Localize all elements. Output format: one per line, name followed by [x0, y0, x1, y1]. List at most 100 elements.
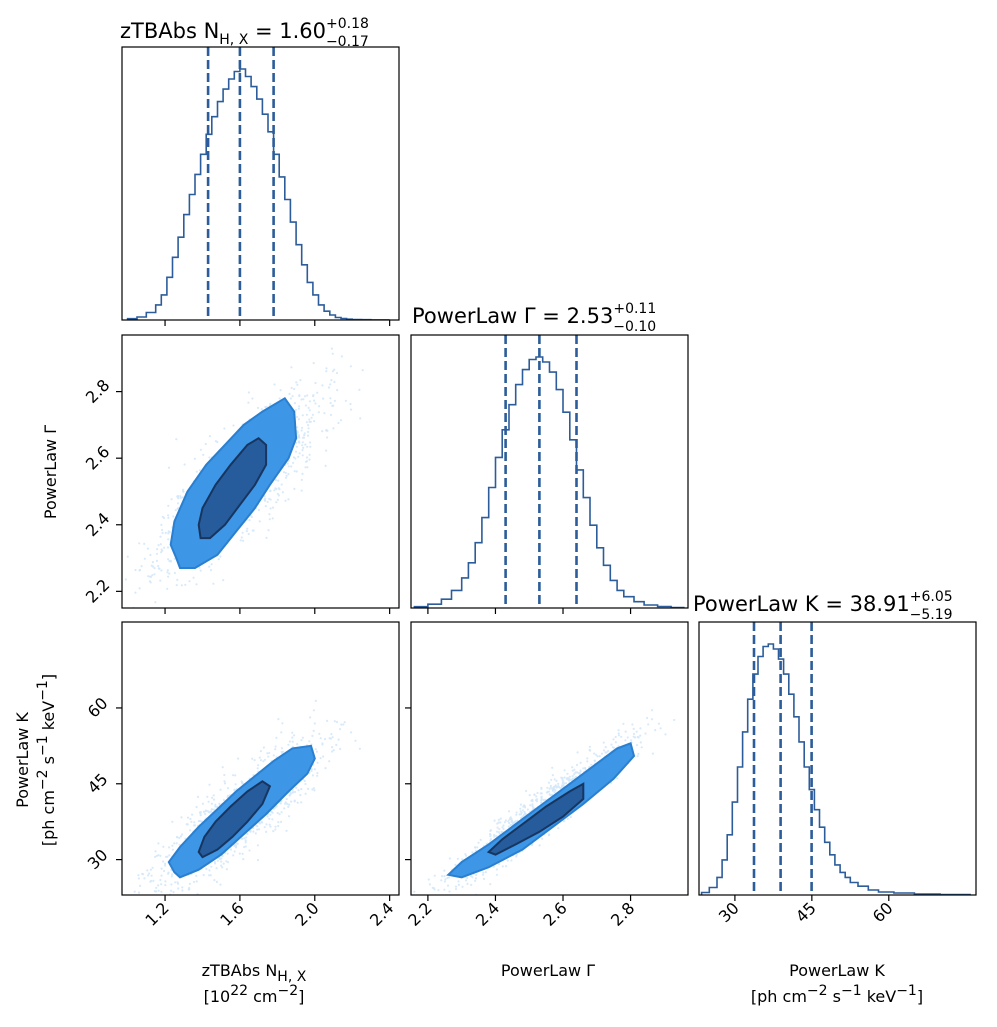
scatter-point [519, 803, 523, 806]
scatter-point [280, 747, 283, 750]
scatter-point [168, 572, 171, 575]
scatter-point [234, 783, 237, 786]
scatter-point [268, 817, 271, 820]
scatter-point [223, 782, 227, 785]
scatter-point [304, 443, 307, 446]
scatter-point [176, 502, 180, 505]
scatter-point [133, 890, 136, 893]
scatter-point [275, 501, 278, 504]
scatter-point [350, 408, 353, 411]
scatter-point [195, 880, 198, 883]
contours-nh-k [167, 744, 316, 879]
scatter-point [131, 900, 133, 902]
scatter-point [256, 828, 259, 831]
scatter-point [168, 854, 171, 857]
scatter-point [331, 370, 334, 373]
scatter-point [276, 811, 279, 815]
scatter-point [219, 883, 222, 886]
scatter-point [146, 869, 149, 872]
scatter-point [179, 835, 183, 838]
scatter-point [202, 810, 205, 814]
scatter-point [358, 388, 361, 391]
scatter-point [166, 569, 169, 572]
scatter-point [153, 890, 156, 893]
scatter-point [605, 751, 608, 754]
scatter-point [305, 421, 308, 424]
scatter-point [650, 709, 654, 712]
scatter-point [167, 504, 170, 507]
scatter-point [177, 887, 180, 890]
scatter-point [515, 813, 518, 816]
scatter-point [263, 498, 266, 501]
contour-inner-nh-gamma [197, 436, 268, 540]
scatter-point [318, 405, 321, 408]
panel-frame-0-0 [121, 46, 400, 321]
scatter-point [268, 497, 271, 500]
scatter-point [172, 515, 175, 518]
scatter-point [464, 879, 468, 882]
scatter-point [134, 591, 137, 594]
scatter-point [622, 722, 625, 726]
histogram-step-gamma [413, 356, 685, 608]
scatter-point [281, 722, 284, 725]
scatter-point [153, 573, 156, 576]
scatter-point [531, 803, 534, 806]
scatter-point [442, 901, 444, 903]
scatter-point [157, 854, 160, 857]
scatter-point [318, 732, 321, 736]
scatter-point [533, 793, 536, 796]
scatter-point [474, 877, 477, 880]
scatter-point [212, 808, 215, 811]
scatter-point [309, 445, 312, 448]
scatter-point [182, 488, 185, 491]
scatter-point [616, 777, 619, 780]
scatter-point [292, 461, 295, 464]
scatter-point [501, 865, 504, 868]
panel-frame-1-2 [410, 621, 689, 896]
ytick-label-gamma: 2.6 [82, 442, 113, 473]
scatter-point [294, 450, 298, 453]
scatter-point [654, 729, 657, 732]
title-nh: zTBAbs NH, X = 1.60+0.18 −0.17 [120, 16, 369, 50]
scatter-point [147, 874, 150, 877]
scatter-point [251, 757, 254, 760]
scatter-point [309, 716, 312, 719]
scatter-point [192, 576, 195, 579]
scatter-point [325, 428, 328, 432]
scatter-point [170, 498, 173, 501]
scatter-point [505, 865, 508, 868]
scatter-point [639, 734, 642, 737]
scatter-point [209, 874, 212, 877]
scatter-point [311, 734, 314, 738]
scatter-point [188, 888, 191, 891]
scatter-point [470, 883, 473, 887]
scatter-point [359, 417, 362, 420]
scatter-point [244, 839, 247, 842]
scatter-point [431, 886, 434, 889]
scatter-point [167, 532, 170, 535]
scatter-point [226, 787, 230, 790]
scatter-point [274, 806, 277, 809]
scatter-point [223, 773, 226, 777]
scatter-point [563, 782, 566, 785]
xtick-label-gamma: 2.6 [539, 898, 570, 929]
scatter-point [335, 743, 338, 747]
scatter-point [456, 857, 459, 860]
scatter-point [277, 824, 280, 828]
scatter-point [440, 906, 442, 908]
scatter-point [122, 904, 124, 906]
scatter-point [610, 743, 613, 746]
scatter-point [226, 852, 229, 855]
scatter-point [171, 820, 174, 823]
scatter-point [172, 891, 175, 894]
scatter-point [329, 383, 332, 386]
scatter-point [561, 784, 564, 787]
scatter-point [245, 530, 248, 533]
scatter-point [168, 846, 171, 849]
scatter-point [358, 747, 361, 750]
scatter-point [586, 757, 589, 760]
scatter-point [310, 768, 313, 771]
scatter-point [298, 405, 301, 408]
scatter-point [283, 807, 286, 810]
scatter-point [563, 769, 566, 772]
